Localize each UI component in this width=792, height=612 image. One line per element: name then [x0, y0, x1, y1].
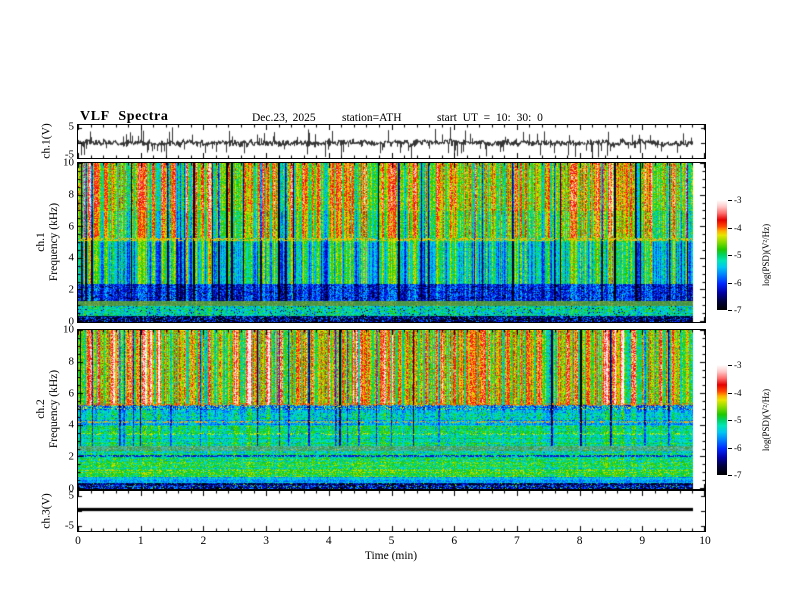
- colorbar-ch1: [717, 200, 727, 310]
- colorbar-tick: [728, 310, 732, 311]
- panel-ch2-spectrogram: [77, 329, 706, 490]
- x-tick-label: 5: [388, 535, 395, 547]
- y-tick-label-ch3-volt: -5: [64, 519, 74, 532]
- time-axis-label: Time (min): [364, 550, 418, 562]
- x-tick-label: 1: [137, 535, 144, 547]
- ylabel-ch1-frequency: ch.1 Frequency (kHz): [35, 202, 60, 282]
- panel-ch1-spectrogram: [77, 162, 706, 323]
- y-tick-label-ch1-freq: 8: [68, 188, 75, 201]
- y-tick-label-ch2-freq: 10: [63, 323, 74, 336]
- y-tick-label-ch1-volt: -5: [64, 148, 74, 161]
- colorbar-tick-label: -7: [734, 470, 742, 480]
- colorbar-title-ch1: log(PSD)(V²/Hz): [761, 223, 771, 287]
- y-tick-label-ch1-freq: 4: [68, 251, 75, 264]
- colorbar-title-ch2: log(PSD)(V²/Hz): [761, 388, 771, 452]
- colorbar-tick: [728, 365, 732, 366]
- y-tick-label-ch2-freq: 6: [68, 387, 75, 400]
- colorbar-tick: [728, 282, 732, 284]
- y-tick-label-ch2-freq: 4: [68, 418, 75, 431]
- y-tick-label-ch3-volt: 5: [68, 489, 75, 502]
- colorbar-tick: [728, 227, 732, 229]
- colorbar-tick: [728, 255, 732, 256]
- station-label: station=ATH: [342, 112, 402, 124]
- ylabel-ch3-volts: ch.3(V): [40, 493, 53, 529]
- colorbar-tick-label: -5: [734, 415, 742, 425]
- plot-title: VLF Spectra: [80, 109, 169, 124]
- colorbar-tick: [728, 200, 732, 201]
- colorbar-tick: [728, 420, 732, 421]
- colorbar-tick-label: -7: [734, 305, 742, 315]
- y-tick-label-ch1-freq: 6: [68, 220, 75, 233]
- ylabel-ch1-volts: ch.1(V): [40, 123, 53, 159]
- y-tick-label-ch2-freq: 0: [68, 482, 75, 495]
- colorbar-tick-label: -5: [734, 250, 742, 260]
- y-tick-label-ch1-volt: 5: [68, 120, 75, 133]
- x-tick-label: 10: [699, 535, 711, 547]
- panel-ch1-waveform: [77, 124, 706, 159]
- colorbar-tick-label: -4: [734, 387, 742, 398]
- start-ut-label: start UT = 10: 30: 0: [437, 112, 543, 124]
- date-label: Dec.23, 2025: [252, 112, 316, 124]
- x-tick-label: 7: [514, 535, 520, 547]
- ch3-waveform-canvas: [78, 491, 705, 531]
- x-tick-label: 0: [75, 535, 81, 547]
- ch1-spectrogram-canvas: [78, 163, 705, 322]
- x-tick-label: 9: [639, 535, 646, 547]
- x-tick-label: 8: [576, 535, 583, 547]
- y-tick-label-ch1-freq: 10: [63, 156, 74, 169]
- colorbar-tick-label: -6: [734, 277, 742, 288]
- colorbar-ch2: [717, 365, 727, 475]
- colorbar-tick-label: -3: [734, 195, 742, 205]
- y-tick-label-ch2-freq: 2: [68, 450, 75, 463]
- x-tick-label: 4: [325, 535, 332, 547]
- colorbar-tick: [728, 475, 732, 476]
- colorbar-tick: [728, 447, 732, 449]
- colorbar-tick-label: -4: [734, 222, 742, 233]
- x-tick-label: 2: [200, 535, 207, 547]
- x-tick-label: 6: [451, 535, 458, 547]
- y-tick-label-ch1-freq: 2: [68, 283, 75, 296]
- y-tick-label-ch2-freq: 8: [68, 355, 75, 368]
- colorbar-tick-label: -6: [734, 442, 742, 453]
- colorbar-tick-label: -3: [734, 360, 742, 370]
- ylabel-ch2-frequency: ch.2 Frequency (kHz): [35, 369, 60, 449]
- panel-ch3-waveform: [77, 490, 706, 532]
- colorbar-tick: [728, 392, 732, 394]
- ch1-waveform-canvas: [78, 125, 705, 158]
- ch2-spectrogram-canvas: [78, 330, 705, 489]
- y-tick-label-ch1-freq: 0: [68, 315, 75, 328]
- x-tick-label: 3: [263, 535, 269, 547]
